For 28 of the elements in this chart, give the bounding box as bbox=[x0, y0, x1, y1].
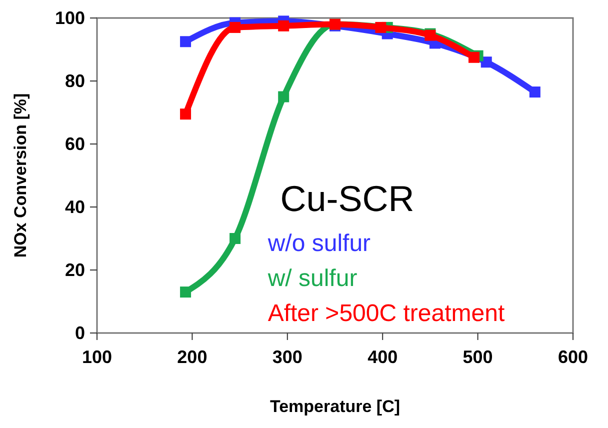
y-tick-label: 20 bbox=[64, 260, 85, 280]
point bbox=[278, 20, 290, 32]
text: w/o sulfur bbox=[266, 230, 371, 257]
x-tick-label: 300 bbox=[272, 347, 302, 367]
y-tick-label: 0 bbox=[74, 323, 85, 343]
y-tick-label: 40 bbox=[64, 197, 85, 217]
x-axis-title: Temperature [C] bbox=[270, 397, 400, 416]
point bbox=[180, 36, 192, 48]
x-tick-label: 200 bbox=[177, 347, 208, 367]
point bbox=[278, 91, 290, 102]
annotation: Cu-SCR bbox=[280, 178, 414, 219]
point bbox=[180, 286, 192, 298]
y-tick-label: 60 bbox=[64, 134, 85, 154]
point bbox=[180, 108, 192, 120]
point bbox=[529, 86, 540, 98]
point bbox=[468, 52, 480, 63]
y-axis-title: NOx Conversion [%] bbox=[11, 93, 30, 258]
x-tick-label: 500 bbox=[462, 347, 493, 367]
series-label: w/ sulfur bbox=[266, 265, 358, 292]
point bbox=[230, 22, 241, 33]
x-tick-label: 100 bbox=[82, 347, 112, 367]
point bbox=[230, 233, 241, 244]
text: After >500C treatment bbox=[268, 300, 505, 327]
x-tick-label: 400 bbox=[368, 347, 398, 367]
point bbox=[375, 22, 386, 33]
x-tick-label: 600 bbox=[558, 347, 588, 367]
y-tick-label: 80 bbox=[64, 71, 85, 91]
y-tick-label: 100 bbox=[54, 8, 85, 28]
